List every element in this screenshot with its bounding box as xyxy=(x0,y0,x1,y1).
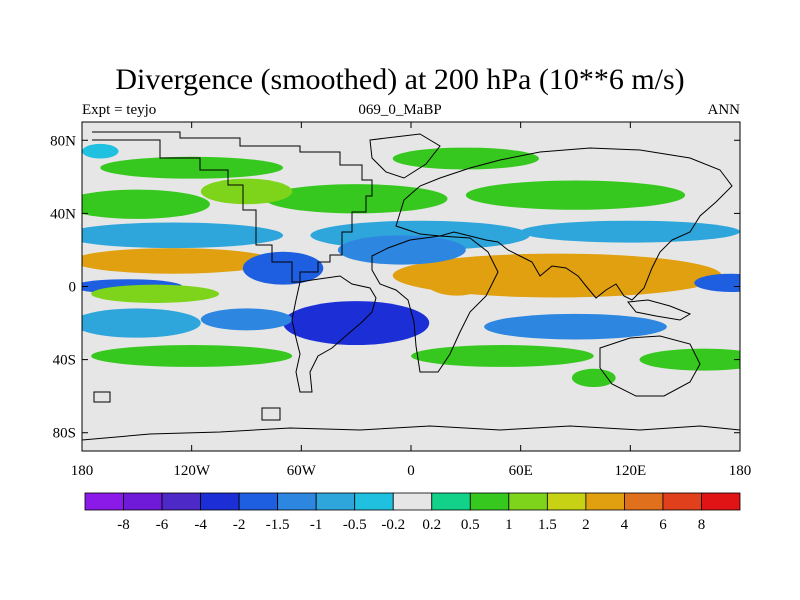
africa-outline xyxy=(371,235,499,373)
colorbar-label: 8 xyxy=(698,517,706,533)
field-blob-4 xyxy=(694,273,740,292)
colorbar: -8 -6 -4 -2 -1.5 -1 -0.5 -0.2 0.2 0.5 1 1.5 2 4 6 8 xyxy=(84,492,741,533)
colorbar-swatch xyxy=(123,492,163,511)
north-america-outline xyxy=(92,131,373,283)
field-blob-22 xyxy=(100,156,284,179)
field-blob-16 xyxy=(264,184,448,214)
colorbar-label: -2 xyxy=(233,517,246,533)
y-tick-label: 40S xyxy=(53,353,76,369)
eurasia-outline xyxy=(395,147,733,301)
antarctica-outline xyxy=(82,425,740,441)
colorbar-swatch xyxy=(238,492,279,511)
greenland-outline xyxy=(369,133,441,179)
colorbar-swatch xyxy=(585,492,625,511)
colorbar-label: 2 xyxy=(582,517,590,533)
field-blob-23 xyxy=(392,147,539,170)
colorbar-swatch xyxy=(624,492,664,511)
colorbar-label: 6 xyxy=(659,517,667,533)
field-blob-18 xyxy=(200,178,293,205)
island-outline-2 xyxy=(261,407,281,421)
field-blob-5 xyxy=(91,284,220,303)
x-tick-label: 120W xyxy=(173,463,211,479)
colorbar-label: 0.2 xyxy=(422,517,441,533)
colorbar-swatch xyxy=(701,492,741,511)
field-blob-15 xyxy=(82,189,210,219)
y-tick-label: 80S xyxy=(53,426,76,442)
colorbar-swatch xyxy=(84,492,124,511)
colorbar-swatch xyxy=(469,492,510,511)
colorbar-swatch xyxy=(508,492,548,511)
field-blob-20 xyxy=(411,344,594,367)
y-tick-label: 80N xyxy=(50,133,76,149)
field-blob-6 xyxy=(82,222,284,249)
south-america-outline xyxy=(291,275,377,393)
x-tick-label: 60W xyxy=(287,463,317,479)
field-blob-0 xyxy=(82,248,274,274)
colorbar-swatch xyxy=(662,492,702,511)
field-blob-24 xyxy=(82,143,119,159)
period-label: 069_0_MaBP xyxy=(358,102,442,118)
x-tick-label: 180 xyxy=(729,463,752,479)
x-tick-label: 120E xyxy=(614,463,646,479)
colorbar-label: -0.5 xyxy=(343,517,367,533)
field-blob-25 xyxy=(571,368,616,388)
field-blob-13 xyxy=(82,308,201,338)
colorbar-label: 1 xyxy=(505,517,513,533)
colorbar-swatch xyxy=(546,492,587,511)
colorbar-swatch xyxy=(315,492,356,511)
field-blob-11 xyxy=(283,301,430,345)
field-blob-14 xyxy=(200,308,293,331)
colorbar-label: -0.2 xyxy=(381,517,405,533)
colorbar-label: -8 xyxy=(117,517,130,533)
field-blob-10 xyxy=(337,235,466,265)
colorbar-label: -6 xyxy=(156,517,169,533)
australia-outline xyxy=(599,335,701,397)
colorbar-swatch xyxy=(392,492,433,511)
x-tick-label: 60E xyxy=(509,463,533,479)
x-tick-label: 180 xyxy=(71,463,94,479)
field-blob-19 xyxy=(91,344,293,367)
colorbar-swatch xyxy=(431,492,471,511)
indonesia-outline xyxy=(627,299,692,321)
season-label: ANN xyxy=(707,102,741,118)
field-blob-12 xyxy=(484,313,667,340)
field-blob-8 xyxy=(520,220,740,243)
colorbar-swatch xyxy=(200,492,240,511)
coastlines xyxy=(82,131,740,441)
y-tick-label: 40N xyxy=(50,206,76,222)
experiment-label: Expt = teyjo xyxy=(82,102,157,118)
field-blob-9 xyxy=(242,251,324,285)
colorbar-label: 1.5 xyxy=(538,517,557,533)
field-blob-17 xyxy=(465,180,686,210)
island-outline xyxy=(93,391,111,403)
colorbar-label: -1.5 xyxy=(266,517,290,533)
divergence-field xyxy=(82,143,740,388)
colorbar-label: -1 xyxy=(310,517,323,533)
colorbar-swatch xyxy=(161,492,201,511)
field-blob-2 xyxy=(423,262,490,296)
colorbar-swatch xyxy=(277,492,317,511)
y-axis: 80N 40N 0 40S 80S xyxy=(50,133,740,442)
colorbar-label: 4 xyxy=(621,517,629,533)
colorbar-label: 0.5 xyxy=(461,517,480,533)
colorbar-label: -4 xyxy=(194,517,207,533)
colorbar-swatch xyxy=(354,492,394,511)
chart-title: Divergence (smoothed) at 200 hPa (10**6 … xyxy=(115,63,685,96)
y-tick-label: 0 xyxy=(69,280,77,296)
field-blob-21 xyxy=(639,348,740,371)
x-axis: 180 120W 60W 0 60E 120E 180 xyxy=(71,122,752,479)
x-tick-label: 0 xyxy=(407,463,415,479)
